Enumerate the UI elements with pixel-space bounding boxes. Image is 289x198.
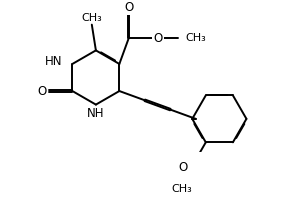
Text: O: O — [153, 32, 163, 45]
Text: CH₃: CH₃ — [171, 184, 192, 194]
Text: CH₃: CH₃ — [186, 33, 206, 44]
Text: CH₃: CH₃ — [81, 12, 102, 23]
Text: HN: HN — [45, 55, 62, 68]
Text: O: O — [38, 85, 47, 98]
Text: NH: NH — [86, 107, 104, 120]
Text: O: O — [178, 161, 187, 174]
Text: O: O — [124, 1, 133, 14]
